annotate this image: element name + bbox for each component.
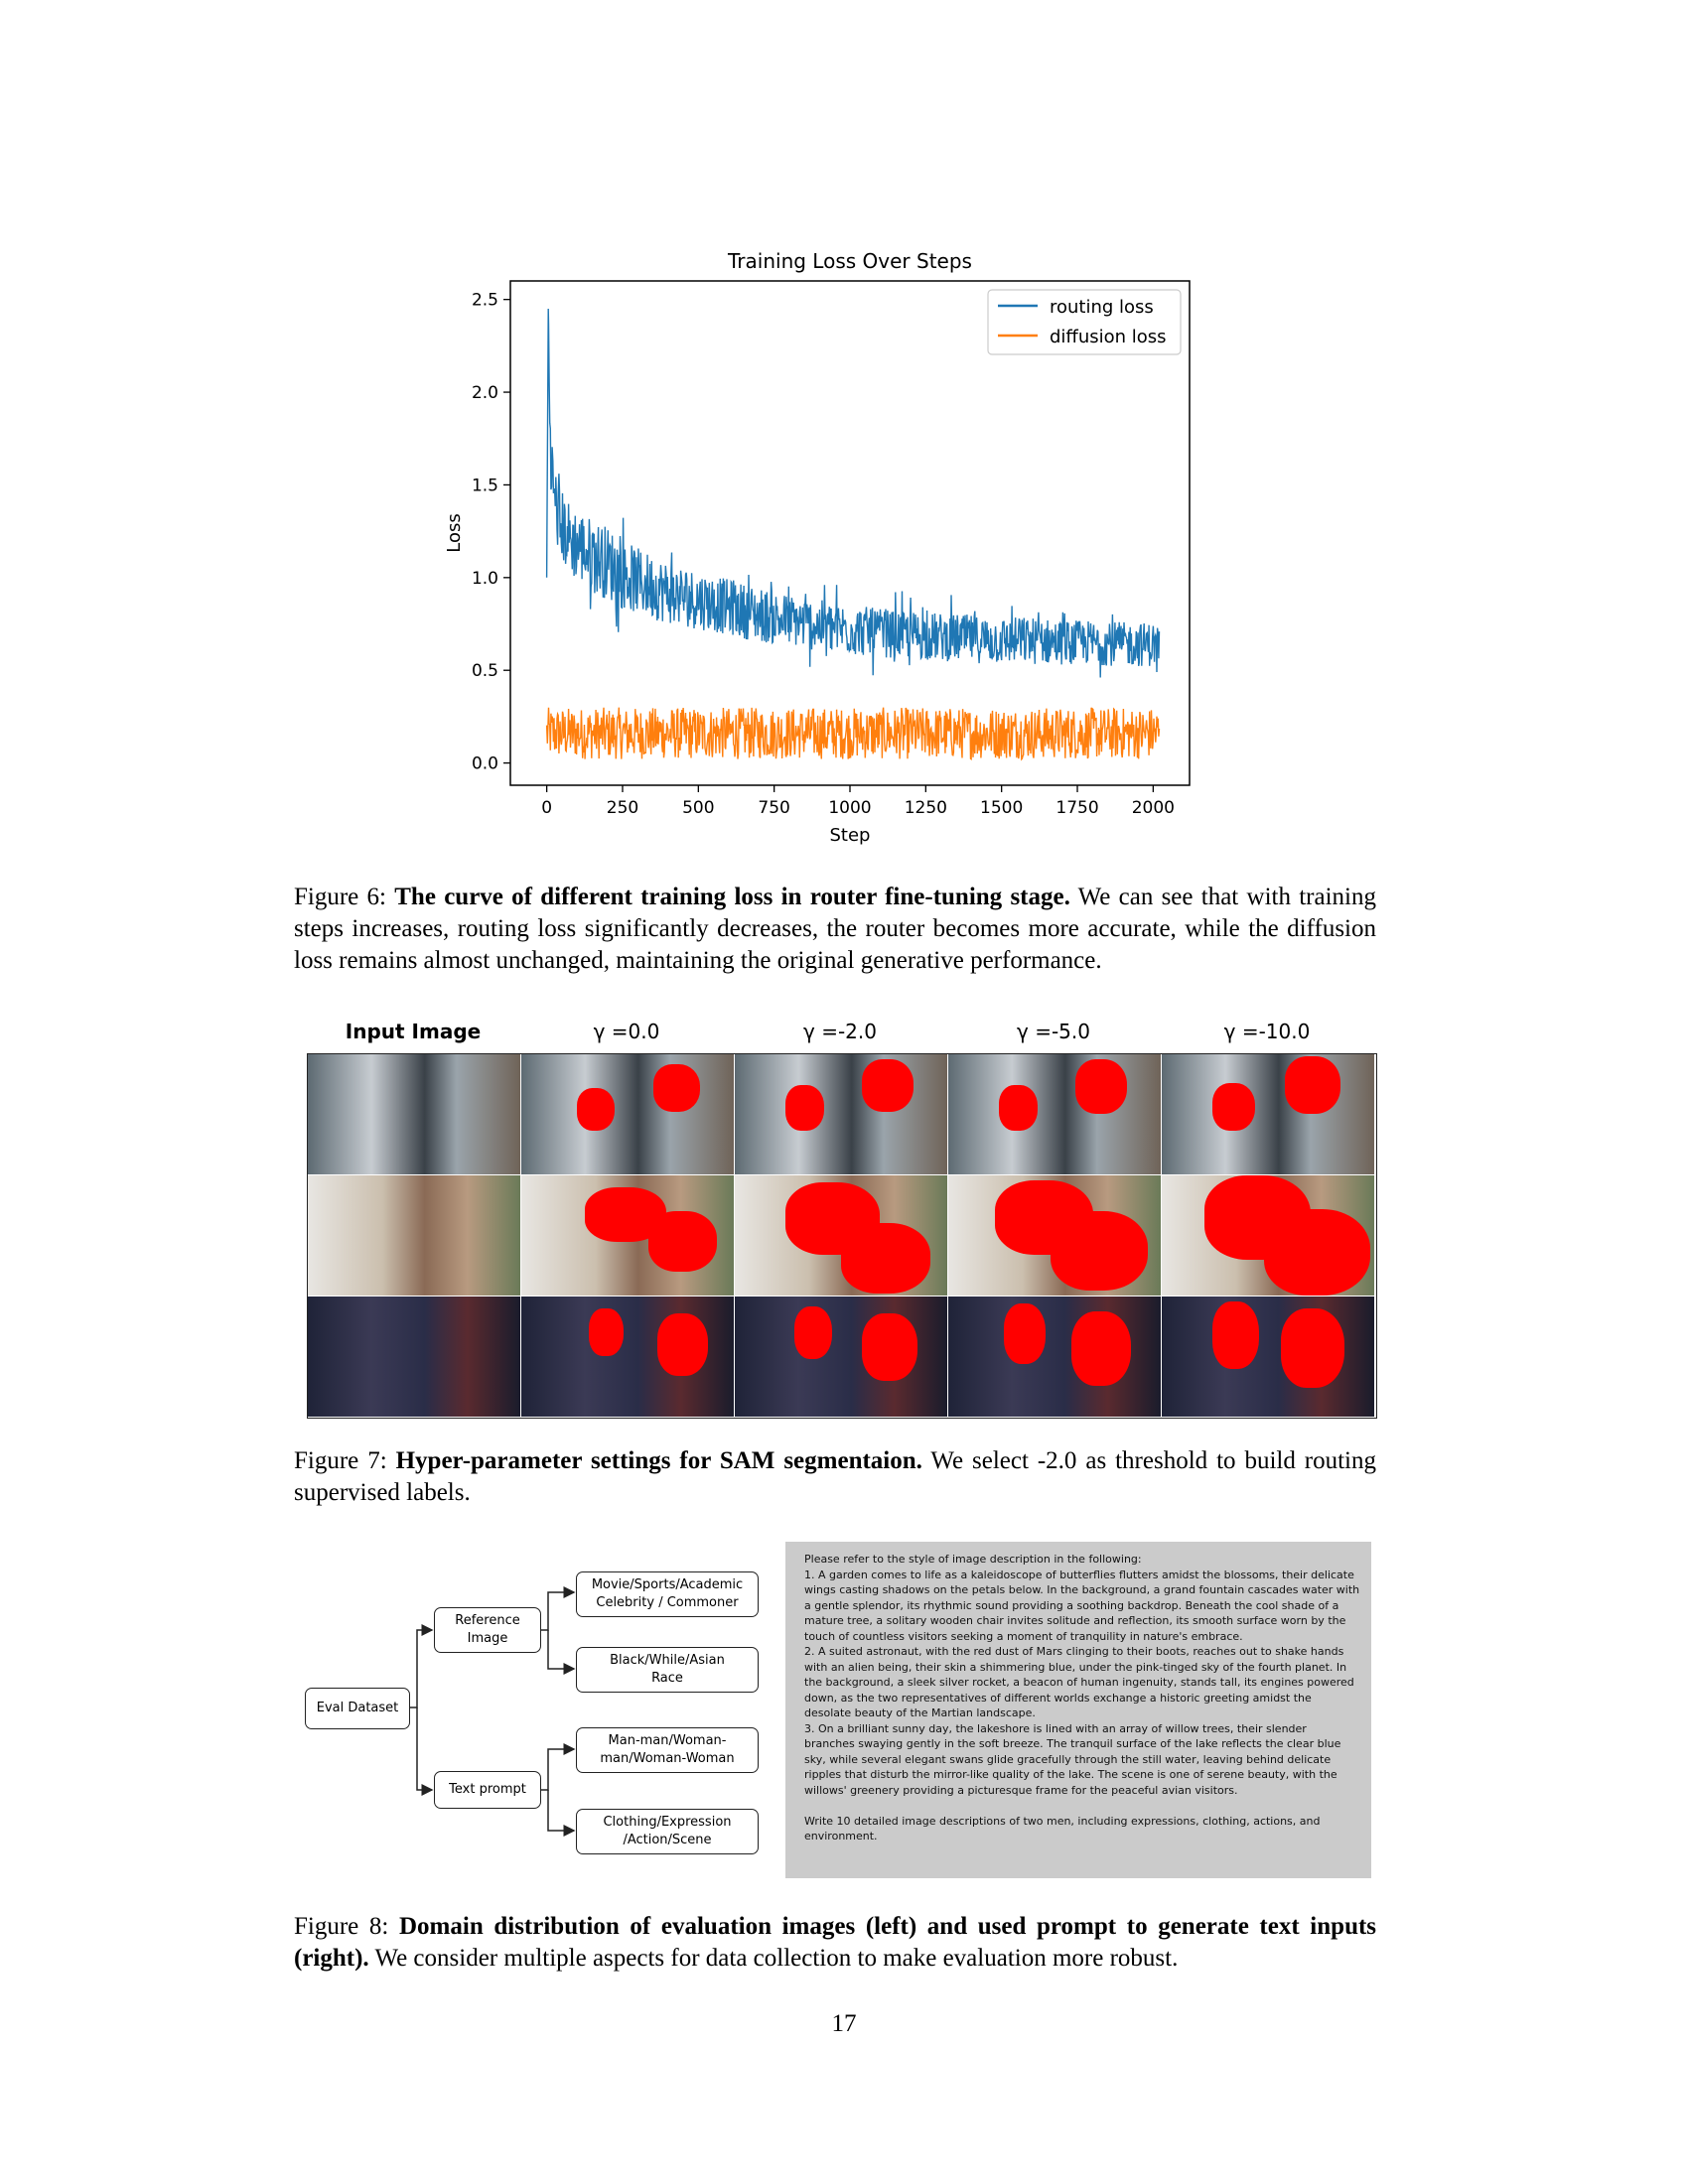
x-axis-label: Step — [830, 825, 871, 846]
prompt-panel — [785, 1542, 1371, 1878]
segmentation-mask — [1212, 1083, 1256, 1132]
segmentation-mask — [999, 1085, 1038, 1132]
figure-6-caption: Figure 6: The curve of different trainin… — [294, 884, 1376, 974]
segmentation-cell — [308, 1054, 520, 1174]
segmentation-mask — [648, 1211, 717, 1272]
segmentation-cell — [308, 1297, 520, 1417]
x-tick-label: 0 — [541, 798, 552, 818]
segmentation-cell — [948, 1175, 1161, 1296]
y-axis-label: Loss — [444, 513, 465, 552]
segmentation-mask — [576, 1087, 616, 1132]
node-clothing-expression: Clothing/Expression /Action/Scene — [576, 1809, 759, 1854]
segmentation-mask — [862, 1058, 914, 1113]
legend-routing-loss: routing loss — [1050, 297, 1154, 318]
segmentation-mask — [1071, 1310, 1132, 1386]
segmentation-mask — [841, 1223, 930, 1294]
tree-connectors — [408, 1586, 576, 1837]
y-axis-ticks: 0.0 0.5 1.0 1.5 2.0 2.5 — [472, 291, 510, 774]
segmentation-mask — [1050, 1211, 1149, 1292]
x-tick-label: 1750 — [1055, 798, 1098, 818]
series-line-diffusion-loss — [545, 707, 1161, 761]
y-tick-label: 1.5 — [472, 476, 498, 495]
segmentation-cell — [308, 1175, 520, 1296]
y-tick-label: 2.0 — [472, 383, 498, 403]
segmentation-cell — [735, 1054, 947, 1174]
segmentation-mask — [1263, 1208, 1370, 1296]
x-tick-label: 250 — [607, 798, 638, 818]
y-tick-label: 2.5 — [472, 291, 498, 311]
node-eval-dataset: Eval Dataset — [305, 1688, 410, 1729]
segmentation-cell — [521, 1175, 734, 1296]
x-tick-label: 1000 — [828, 798, 871, 818]
segmentation-mask — [1280, 1308, 1345, 1388]
segmentation-mask — [589, 1308, 624, 1357]
plot-frame — [509, 280, 1191, 786]
x-tick-label: 1500 — [980, 798, 1023, 818]
node-race: Black/While/Asian Race — [576, 1647, 759, 1693]
x-tick-label: 500 — [682, 798, 714, 818]
figure-8-caption: Figure 8: Domain distribution of evaluat… — [294, 1913, 1377, 1972]
segmentation-cell — [521, 1054, 734, 1174]
series-line-routing-loss — [545, 308, 1161, 678]
y-tick-label: 0.5 — [472, 661, 498, 681]
segmentation-mask — [1075, 1058, 1127, 1115]
segmentation-mask — [785, 1085, 824, 1132]
prompt-text: Please refer to the style of image descr… — [804, 1553, 1360, 1843]
segmentation-mask — [652, 1063, 700, 1113]
header-gamma-0: γ =0.0 — [593, 1020, 660, 1043]
y-tick-label: 0.0 — [472, 754, 498, 774]
segmentation-cell — [521, 1297, 734, 1417]
segmentation-cell — [735, 1297, 947, 1417]
segmentation-grid — [307, 1053, 1377, 1419]
segmentation-mask — [1212, 1300, 1260, 1369]
node-celebrity-commoner: Movie/Sports/Academic Celebrity / Common… — [576, 1571, 759, 1617]
legend: routing loss diffusion loss — [987, 289, 1182, 355]
figure-7-caption: Figure 7: Hyper-parameter settings for S… — [294, 1447, 1376, 1506]
segmentation-mask — [862, 1312, 918, 1381]
segmentation-mask — [656, 1312, 709, 1376]
header-gamma-minus-2: γ =-2.0 — [803, 1020, 877, 1043]
segmentation-cell — [1162, 1175, 1374, 1296]
segmentation-mask — [793, 1305, 833, 1359]
header-gamma-minus-10: γ =-10.0 — [1223, 1020, 1311, 1043]
header-gamma-minus-5: γ =-5.0 — [1017, 1020, 1090, 1043]
segmentation-mask — [1285, 1056, 1340, 1115]
chart-title: Training Loss Over Steps — [727, 249, 972, 273]
segmentation-cell — [948, 1297, 1161, 1417]
node-reference-image: Reference Image — [434, 1607, 541, 1653]
segmentation-mask — [1003, 1303, 1047, 1364]
x-tick-label: 2000 — [1132, 798, 1175, 818]
node-text-prompt: Text prompt — [434, 1771, 541, 1809]
segmentation-cell — [948, 1054, 1161, 1174]
node-gender-pairs: Man-man/Woman- man/Woman-Woman — [576, 1727, 759, 1773]
segmentation-cell — [1162, 1054, 1374, 1174]
segmentation-cell — [735, 1175, 947, 1296]
header-input-image: Input Image — [345, 1020, 482, 1043]
page-number: 17 — [831, 2010, 857, 2037]
x-tick-label: 1250 — [905, 798, 947, 818]
training-loss-chart: Training Loss Over Steps 0 250 500 750 1000 1… — [444, 249, 1191, 846]
x-tick-label: 750 — [758, 798, 789, 818]
y-tick-label: 1.0 — [472, 569, 498, 589]
x-axis-ticks: 0 250 500 750 1000 1250 1500 1750 2000 — [541, 785, 1175, 818]
segmentation-cell — [1162, 1297, 1374, 1417]
legend-diffusion-loss: diffusion loss — [1050, 327, 1167, 347]
